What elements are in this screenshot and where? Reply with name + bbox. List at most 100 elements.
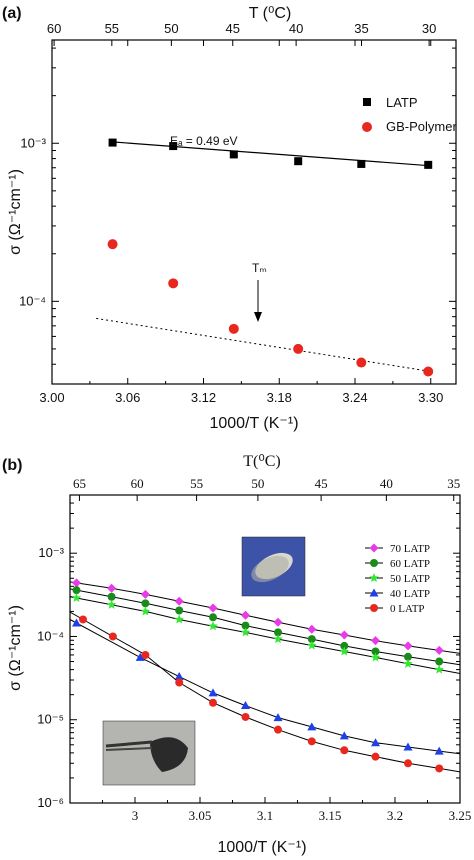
legend-marker-60-latp bbox=[370, 559, 378, 567]
legend-label-0-latp: 0 LATP bbox=[390, 603, 425, 615]
point-70-latp bbox=[140, 589, 150, 599]
panel-b-top-axis-title: T(⁰C) bbox=[243, 453, 281, 470]
point-50-latp bbox=[370, 652, 381, 662]
point-50-latp bbox=[339, 646, 350, 656]
latp-point bbox=[169, 142, 178, 151]
panel-b: (b) T(⁰C) 3 3.05 3.1 3.15 3.2 3.25 65 60 55 50 45 4… bbox=[2, 453, 471, 856]
point-40-latp bbox=[208, 688, 218, 697]
point-70-latp bbox=[72, 578, 81, 588]
point-60-latp bbox=[141, 599, 150, 608]
b-x-tick-label: 3.15 bbox=[319, 808, 342, 823]
point-50-latp bbox=[174, 614, 184, 624]
b-top-tick-label: 65 bbox=[73, 476, 86, 491]
point-60-latp bbox=[371, 647, 380, 656]
activation-energy-annotation: Eₐ = 0.49 eV bbox=[170, 134, 238, 148]
panel-b-label: (b) bbox=[2, 457, 22, 474]
point-70-latp bbox=[107, 583, 117, 593]
legend-label-60-latp: 60 LATP bbox=[390, 558, 430, 570]
point-70-latp bbox=[208, 603, 218, 613]
point-0-latp bbox=[108, 632, 117, 641]
point-0-latp bbox=[340, 746, 349, 755]
point-40-latp bbox=[174, 672, 184, 681]
point-70-latp bbox=[241, 610, 250, 620]
a-y-tick-label: 10⁻⁴ bbox=[19, 293, 46, 308]
b-y-tick-label: 10⁻³ bbox=[38, 545, 64, 560]
point-40-latp bbox=[371, 738, 380, 747]
point-70-latp bbox=[434, 645, 444, 655]
point-70-latp bbox=[371, 636, 380, 646]
point-50-latp bbox=[434, 664, 444, 674]
b-top-tick-label: 60 bbox=[131, 476, 144, 491]
legend-marker-latp bbox=[363, 98, 371, 106]
point-50-latp bbox=[240, 627, 251, 637]
point-40-latp bbox=[241, 701, 250, 710]
a-x-tick-label: 3.18 bbox=[267, 390, 292, 405]
panel-a-legend: LATP GB-Polymer bbox=[362, 95, 457, 134]
legend-label-gb-polymer: GB-Polymer bbox=[386, 119, 457, 134]
tm-annotation: Tₘ bbox=[252, 261, 267, 275]
inset-photo-film bbox=[102, 720, 196, 786]
a-x-tick-label: 3.06 bbox=[115, 390, 140, 405]
panel-a-top-axis-title: T (⁰C) bbox=[249, 5, 292, 22]
point-0-latp bbox=[175, 678, 184, 687]
point-0-latp bbox=[274, 725, 282, 734]
a-top-tick-label: 55 bbox=[105, 21, 119, 36]
b-x-tick-label: 3.25 bbox=[449, 808, 472, 823]
b-top-tick-label: 35 bbox=[447, 476, 460, 491]
inset-photo-pellet bbox=[241, 536, 306, 597]
b-x-tick-label: 3.2 bbox=[387, 808, 403, 823]
b-top-tick-label: 55 bbox=[190, 476, 203, 491]
panel-a-y-axis-title: σ (Ω⁻¹cm⁻¹) bbox=[7, 169, 24, 255]
point-0-latp bbox=[307, 737, 316, 746]
point-40-latp bbox=[403, 742, 413, 751]
latp-point bbox=[424, 160, 433, 169]
a-x-tick-label: 3.24 bbox=[342, 390, 367, 405]
panel-a: (a) T (⁰C) 3.00 3.06 3.12 3.18 3.24 3.30 60 55 5… bbox=[2, 5, 457, 432]
point-40-latp bbox=[307, 722, 317, 731]
point-60-latp bbox=[340, 641, 349, 650]
legend-label-latp: LATP bbox=[386, 95, 418, 110]
point-60-latp bbox=[307, 635, 316, 644]
a-top-tick-label: 40 bbox=[289, 21, 303, 36]
b-x-tick-label: 3.05 bbox=[189, 808, 212, 823]
gb-polymer-point bbox=[168, 278, 179, 289]
point-60-latp bbox=[175, 606, 184, 615]
point-70-latp bbox=[307, 624, 317, 634]
point-60-latp bbox=[241, 621, 250, 630]
panel-b-legend: 70 LATP 60 LATP 50 LATP 40 LATP 0 LATP bbox=[365, 543, 430, 615]
latp-point bbox=[357, 159, 366, 168]
point-50-latp bbox=[273, 634, 283, 644]
point-70-latp bbox=[403, 641, 413, 651]
point-40-latp bbox=[72, 618, 81, 627]
gb-polymer-point bbox=[228, 323, 239, 334]
legend-label-50-latp: 50 LATP bbox=[390, 573, 430, 585]
a-top-tick-label: 60 bbox=[47, 21, 61, 36]
gb-polymer-point bbox=[293, 343, 304, 354]
point-60-latp bbox=[72, 586, 81, 595]
a-top-tick-label: 50 bbox=[164, 21, 178, 36]
b-top-tick-label: 45 bbox=[315, 476, 328, 491]
point-40-latp bbox=[339, 731, 349, 740]
point-70-latp bbox=[339, 630, 349, 640]
a-x-tick-label: 3.30 bbox=[418, 390, 443, 405]
latp-fit-line bbox=[112, 141, 431, 167]
point-40-latp bbox=[135, 652, 145, 661]
point-50-latp bbox=[140, 606, 151, 616]
gb-polymer-point bbox=[107, 239, 118, 250]
a-x-tick-label: 3.00 bbox=[39, 390, 64, 405]
point-50-latp bbox=[71, 592, 82, 603]
b-top-tick-label: 50 bbox=[251, 476, 264, 491]
a-y-tick-label: 10⁻³ bbox=[20, 135, 46, 150]
point-60-latp bbox=[404, 652, 412, 661]
point-0-latp bbox=[209, 698, 217, 707]
point-60-latp bbox=[435, 657, 444, 666]
a-top-tick-label: 45 bbox=[226, 21, 240, 36]
point-70-latp bbox=[273, 617, 283, 627]
latp-point bbox=[294, 157, 303, 166]
point-60-latp bbox=[107, 592, 116, 601]
series-line-0-latp bbox=[69, 611, 461, 773]
latp-point bbox=[108, 138, 117, 147]
latp-point bbox=[229, 150, 238, 159]
point-50-latp bbox=[208, 621, 218, 631]
series-line-70-latp bbox=[69, 581, 461, 654]
